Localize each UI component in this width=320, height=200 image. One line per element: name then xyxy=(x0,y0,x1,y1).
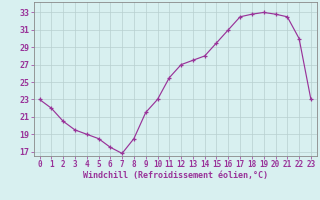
X-axis label: Windchill (Refroidissement éolien,°C): Windchill (Refroidissement éolien,°C) xyxy=(83,171,268,180)
